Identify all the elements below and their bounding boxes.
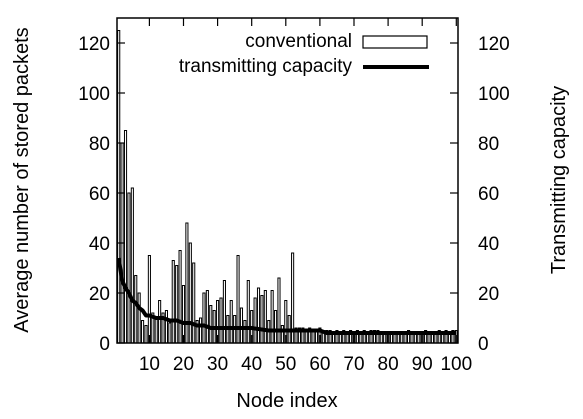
x-tick-label-10: 10 [139, 354, 160, 375]
bar-conventional-25 [198, 317, 203, 344]
bar-conventional-49 [280, 325, 284, 344]
y-axis-title: Average number of stored packets [11, 27, 33, 332]
bar-conventional-19 [178, 250, 182, 344]
bar-conventional-34 [229, 300, 233, 344]
x-tick-label-30: 30 [207, 354, 228, 375]
bar-conventional-15 [164, 310, 168, 344]
x-tick-label-20: 20 [173, 354, 194, 375]
bar-conventional-6 [134, 275, 138, 344]
bar-conventional-13 [158, 300, 162, 344]
x-tick-label-80: 80 [378, 354, 399, 375]
bar-conventional-23 [192, 262, 196, 344]
y-tick-label-40: 40 [89, 234, 110, 255]
bar-conventional-41 [253, 297, 257, 344]
y2-axis-title: Transmitting capacity [548, 86, 570, 274]
bar-conventional-39 [246, 280, 250, 344]
y2-tick-label-80: 80 [478, 134, 499, 155]
bar-conventional-9 [144, 325, 148, 344]
x-tick-label-100: 100 [440, 354, 472, 375]
bar-conventional-44 [263, 290, 267, 344]
y-tick-label-20: 20 [89, 284, 110, 305]
bar-conventional-43 [260, 295, 264, 344]
bar-conventional-31 [219, 297, 223, 344]
y-tick-label-0: 0 [99, 334, 110, 355]
y2-tick-label-0: 0 [478, 334, 489, 355]
x-tick-label-50: 50 [275, 354, 296, 375]
legend: conventional transmitting capacity [179, 31, 429, 77]
bar-conventional-16 [168, 322, 172, 344]
y2-tick-label-60: 60 [478, 184, 499, 205]
bar-conventional-10 [147, 255, 151, 344]
bar-conventional-1 [117, 30, 121, 344]
y-tick-label-120: 120 [78, 34, 110, 55]
bar-conventional-7 [137, 292, 141, 344]
bar-conventional-47 [274, 310, 278, 344]
bar-conventional-8 [141, 320, 145, 344]
bar-conventional-3 [123, 130, 128, 344]
bar-conventional-5 [130, 187, 134, 344]
x-tick-label-60: 60 [309, 354, 330, 375]
bar-conventional-27 [205, 290, 209, 344]
line-series-transmitting-capacity [116, 257, 457, 335]
plot-frame [116, 17, 459, 344]
y2-tick-label-20: 20 [478, 284, 499, 305]
y-tick-label-100: 100 [78, 84, 110, 105]
x-axis-title: Node index [236, 390, 337, 412]
y2-tick-label-120: 120 [478, 34, 510, 55]
bar-conventional-22 [188, 242, 192, 344]
bar-conventional-28 [209, 305, 213, 344]
bar-conventional-32 [222, 280, 226, 344]
bar-conventional-48 [277, 277, 281, 344]
bar-conventional-38 [243, 320, 247, 344]
y-tick-label-80: 80 [89, 134, 110, 155]
y-tick-label-60: 60 [89, 184, 110, 205]
bar-conventional-20 [181, 285, 186, 344]
bar-series-conventional [117, 30, 458, 344]
bar-conventional-46 [270, 290, 274, 344]
legend-label-transmitting-capacity: transmitting capacity [179, 56, 353, 77]
y2-tick-label-40: 40 [478, 234, 499, 255]
bar-conventional-18 [175, 265, 179, 344]
axis-tick-labels: 0 20 40 60 80 100 120 0 20 40 60 80 100 120 10 20 30 40 50… [78, 34, 509, 375]
x-tick-label-40: 40 [241, 354, 262, 375]
bar-conventional-17 [171, 260, 175, 344]
bar-conventional-12 [154, 317, 158, 344]
legend-swatch-conventional [362, 35, 428, 49]
x-tick-label-70: 70 [343, 354, 364, 375]
bar-conventional-42 [256, 287, 261, 344]
bar-conventional-26 [202, 292, 206, 344]
y2-tick-label-100: 100 [478, 84, 510, 105]
legend-label-conventional: conventional [245, 31, 352, 52]
axis-ticks [117, 18, 458, 344]
bar-conventional-4 [127, 192, 131, 344]
bar-conventional-37 [239, 307, 244, 344]
x-tick-label-90: 90 [412, 354, 433, 375]
